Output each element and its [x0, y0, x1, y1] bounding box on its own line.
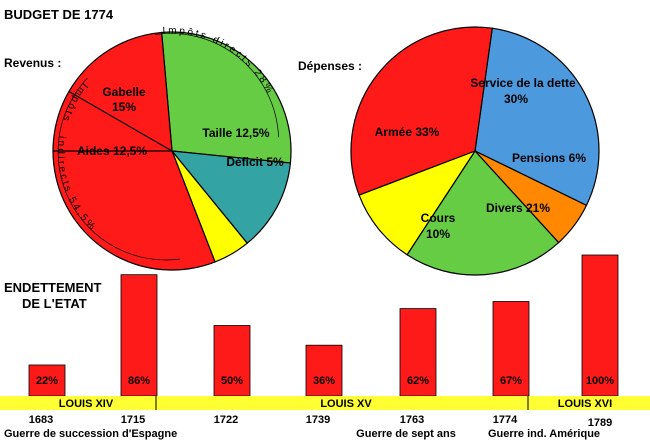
debt-bar-1789 — [581, 254, 619, 397]
event-guerre-amerique: Guerre ind. Amérique — [488, 428, 600, 440]
depenses-label: Dépenses : — [298, 59, 362, 73]
pensions-label: Pensions 6% — [512, 151, 586, 165]
year-label-1789: 1789 — [588, 417, 612, 429]
revenus-pie: Revenus : Impôts directs 28% Impôts indir… — [4, 25, 292, 271]
pie-slice-cours — [358, 149, 477, 256]
taille-label: Taille 12,5% — [202, 126, 269, 140]
ring-outline-indirect — [57, 77, 180, 261]
debt-title-line1: ENDETTEMENT — [4, 280, 102, 295]
pie-slice-taille-12-5 — [170, 150, 292, 245]
ring-outline — [154, 33, 279, 138]
debt-bar-label-1789: 100% — [586, 375, 614, 387]
depenses-pie: Dépenses : Service de la dette 30% Pensi… — [298, 26, 600, 276]
revenus-label: Revenus : — [4, 56, 61, 70]
year-label-1722: 1722 — [214, 414, 238, 426]
deficit-label: Déficit 5% — [226, 155, 284, 169]
debt-bar-label-1739: 36% — [313, 375, 335, 387]
year-label-1763: 1763 — [400, 414, 424, 426]
gabelle-label: Gabelle — [102, 85, 146, 99]
dette-label: Service de la dette — [470, 76, 576, 90]
debt-bar-label-1722: 50% — [221, 375, 243, 387]
reign-louis-xv: LOUIS XV — [320, 398, 372, 410]
year-label-1715: 1715 — [121, 414, 145, 426]
pie-slice-impots-directs-28 — [160, 31, 292, 164]
divers-label: Divers 21% — [486, 201, 550, 215]
cours-pct: 10% — [426, 227, 450, 241]
debt-bar-1683 — [28, 364, 66, 397]
revenus-slices — [52, 31, 292, 271]
event-sept-ans: Guerre de sept ans — [356, 428, 456, 440]
debt-bar-label-1774: 67% — [500, 375, 522, 387]
dette-pct: 30% — [504, 92, 528, 106]
debt-bar-label-1763: 62% — [407, 375, 429, 387]
debt-bar-label-1715: 86% — [128, 375, 150, 387]
year-labels: 1683 1715 1722 1739 1763 1774 1789 — [29, 414, 612, 429]
pie-slice-armee-33 — [350, 26, 493, 196]
debt-title-line2: DE L'ETAT — [22, 296, 87, 311]
debt-bar-1715 — [120, 274, 158, 397]
debt-bar-1722 — [213, 325, 251, 397]
depenses-slices — [350, 26, 600, 276]
gabelle-pct: 15% — [112, 100, 136, 114]
debt-bar-1739 — [305, 344, 343, 397]
reign-band — [0, 396, 650, 410]
cours-label: Cours — [421, 211, 456, 225]
debt-bars: 22% 86% 50% 36% 62% 67% 100% — [28, 254, 619, 397]
debt-bar-chart: ENDETTEMENT DE L'ETAT 22% 86% 50% 36% 62% 67%… — [0, 254, 650, 440]
reign-louis-xiv: LOUIS XIV — [59, 398, 114, 410]
reign-louis-xvi: LOUIS XVI — [558, 398, 612, 410]
year-label-1683: 1683 — [29, 414, 53, 426]
event-succession-espagne: Guerre de succession d'Espagne — [4, 428, 177, 440]
pie-slice-divers-21 — [406, 150, 560, 276]
debt-bar-label-1683: 22% — [36, 375, 58, 387]
armee-label: Armée 33% — [375, 125, 440, 139]
gabelle-divider — [68, 90, 173, 152]
year-label-1739: 1739 — [306, 414, 330, 426]
figure-title: BUDGET DE 1774 — [4, 7, 114, 22]
year-label-1774: 1774 — [493, 414, 518, 426]
pie-slice-service-de-la-dette — [474, 27, 600, 207]
debt-bar-1774 — [492, 301, 530, 397]
aides-label: Aides 12,5% — [77, 144, 147, 158]
